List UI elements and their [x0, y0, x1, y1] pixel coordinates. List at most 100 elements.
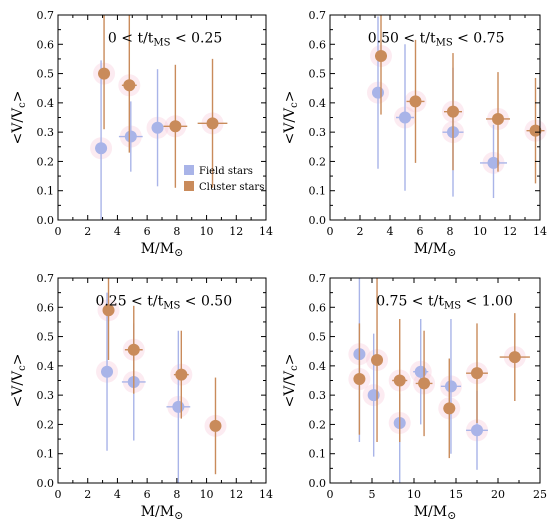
data-point [415, 330, 433, 437]
data-point [406, 39, 425, 163]
y-tick-label: 0.1 [309, 448, 327, 461]
y-tick-label: 0.7 [37, 9, 55, 22]
y-tick-label: 0.4 [37, 360, 55, 373]
chart-panel-3: 0 2 4 6 8 10 12 14 0.0 0.1 0.2 0.3 0.4 0.5 0.6 0.7 0.25 … [10, 272, 273, 522]
marker [209, 419, 222, 432]
x-axis-label: M/M⊙ [141, 504, 184, 522]
marker [151, 121, 164, 134]
marker [529, 124, 542, 137]
marker [169, 120, 182, 133]
y-axis-label: <V/Vc> [10, 353, 28, 407]
x-axis-label: M/M⊙ [414, 241, 457, 259]
y-tick-label: 0.6 [309, 38, 327, 51]
data-point [197, 58, 228, 188]
legend: Field stars Cluster stars [184, 165, 264, 193]
y-tick-label: 0.7 [37, 272, 55, 285]
data-point [392, 319, 408, 442]
data-point [486, 72, 510, 172]
x-tick-label: 10 [407, 488, 421, 501]
data-point [375, 15, 387, 115]
y-tick-label: 0.1 [37, 448, 55, 461]
marker [409, 95, 422, 108]
chart-panel-2: 0 2 4 6 8 10 12 14 0.0 0.1 0.2 0.3 0.4 0.5 0.6 0.7 0.50 … [282, 9, 547, 259]
data-point [124, 305, 143, 394]
marker [353, 373, 366, 386]
data-point [444, 53, 462, 171]
marker [443, 402, 456, 415]
x-tick-label: 14 [533, 225, 547, 238]
data-point [118, 101, 143, 172]
marker [487, 156, 500, 169]
marker [175, 368, 188, 381]
y-tick-label: 0.5 [37, 68, 55, 81]
data-point [396, 44, 414, 191]
y-axis-label: <V/Vc> [10, 90, 28, 144]
y-tick-label: 0.5 [309, 68, 327, 81]
data-point [371, 278, 384, 442]
x-tick-label: 2 [84, 488, 91, 501]
x-tick-label: 4 [114, 225, 121, 238]
marker [492, 112, 504, 125]
x-tick-label: 8 [173, 225, 180, 238]
marker [471, 367, 483, 380]
chart-panel-1: 0 2 4 6 8 10 12 14 0.0 0.1 0.2 0.3 0.4 0.5 0.6 0.7 0 < t… [10, 9, 273, 259]
x-tick-label: 12 [229, 225, 243, 238]
marker [172, 400, 185, 413]
y-tick-label: 0.3 [37, 126, 55, 139]
series-field-stars [101, 292, 191, 483]
x-axis-label: M/M⊙ [414, 504, 457, 522]
series-cluster-stars [353, 278, 530, 459]
marker [102, 304, 115, 317]
x-tick-label: 14 [259, 488, 273, 501]
y-tick-label: 0.7 [309, 9, 327, 22]
panel-annotation: 0 < t/tMS < 0.25 [108, 30, 222, 48]
x-tick-label: 10 [473, 225, 487, 238]
y-tick-label: 0.6 [37, 301, 55, 314]
x-tick-label: 6 [144, 488, 151, 501]
marker [508, 351, 521, 364]
marker [393, 374, 406, 387]
marker [371, 354, 384, 366]
series-field-stars [95, 60, 164, 220]
x-tick-label: 2 [357, 225, 364, 238]
x-axis-label: M/M⊙ [141, 241, 184, 259]
x-tick-label: 0 [327, 225, 334, 238]
data-point [121, 15, 137, 153]
marker [98, 67, 111, 80]
y-tick-label: 0.2 [309, 155, 327, 168]
marker [375, 50, 387, 62]
y-tick-label: 0.2 [37, 155, 55, 168]
data-point [413, 319, 429, 425]
panel-annotation: 0.25 < t/tMS < 0.50 [95, 293, 232, 311]
data-point [101, 292, 114, 451]
x-tick-label: 6 [144, 225, 151, 238]
x-tick-label: 10 [200, 488, 214, 501]
marker [414, 365, 427, 378]
y-tick-label: 0.2 [37, 418, 55, 431]
marker [471, 424, 483, 437]
marker [447, 105, 459, 118]
y-tick-label: 0.0 [37, 214, 55, 227]
y-tick-label: 0.7 [309, 272, 327, 285]
marker [372, 86, 384, 99]
y-tick-label: 0.5 [309, 331, 327, 344]
y-tick-label: 0.6 [309, 301, 327, 314]
y-tick-label: 0.3 [309, 126, 327, 139]
x-tick-label: 4 [114, 488, 121, 501]
data-point [209, 377, 222, 475]
data-point [526, 77, 545, 184]
marker [399, 111, 411, 124]
y-tick-label: 0.6 [37, 38, 55, 51]
marker [127, 343, 140, 356]
data-point [102, 278, 115, 360]
y-tick-label: 0.3 [309, 389, 327, 402]
marker [367, 389, 380, 402]
marker [95, 142, 108, 155]
marker [101, 365, 114, 378]
y-tick-label: 0.4 [37, 97, 55, 110]
data-point [440, 319, 462, 454]
chart-panel-4: 0 5 10 15 20 25 0.0 0.1 0.2 0.3 0.4 0.5 0.6 0.7 0.75 <… [282, 272, 547, 522]
marker [124, 130, 137, 143]
x-tick-label: 0 [327, 488, 334, 501]
